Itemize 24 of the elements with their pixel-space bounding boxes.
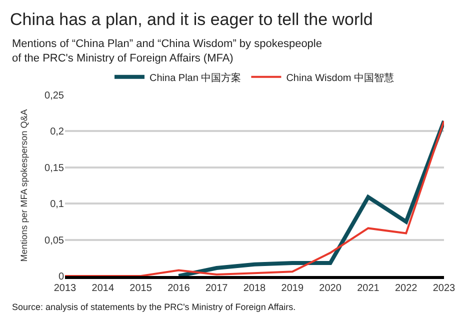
x-tick-label: 2019	[281, 282, 304, 294]
y-tick-label: 0,05	[44, 235, 64, 246]
y-tick-label: 0,25	[44, 90, 64, 102]
x-tick-label: 2015	[130, 282, 152, 294]
legend-label: China Wisdom 中国智慧	[286, 72, 394, 84]
x-tick-label: 2014	[92, 282, 114, 294]
y-tick-label: 0,1	[50, 199, 64, 210]
y-tick-label: 0,2	[50, 126, 64, 138]
line-series	[65, 120, 444, 276]
source-note: Source: analysis of statements by the PRC's Ministry of Foreign Affairs.	[12, 302, 296, 312]
chart-subtitle: Mentions of “China Plan” and “China Wisdom” by spokespeople of the PRC's Ministry of Foreign Affairs (MFA)	[12, 38, 322, 64]
x-tick-label: 2018	[243, 282, 266, 294]
x-tick-label: 2013	[54, 282, 77, 294]
x-tick-label: 2016	[168, 282, 190, 294]
y-tick-label: 0,15	[44, 162, 64, 174]
x-tick-label: 2021	[357, 282, 380, 294]
y-tick-label: 0	[58, 272, 64, 282]
chart-title: China has a plan, and it is eager to tell the world	[10, 10, 373, 29]
legend-label: China Plan 中国方案	[150, 72, 242, 84]
x-tick-label: 2017	[205, 282, 228, 294]
x-tick-label: 2020	[319, 282, 342, 294]
x-tick-label: 2022	[394, 282, 418, 294]
y-axis-title: Mentions per MFA spokesperson Q&A	[18, 109, 29, 262]
x-tick-label: 2023	[432, 282, 456, 294]
